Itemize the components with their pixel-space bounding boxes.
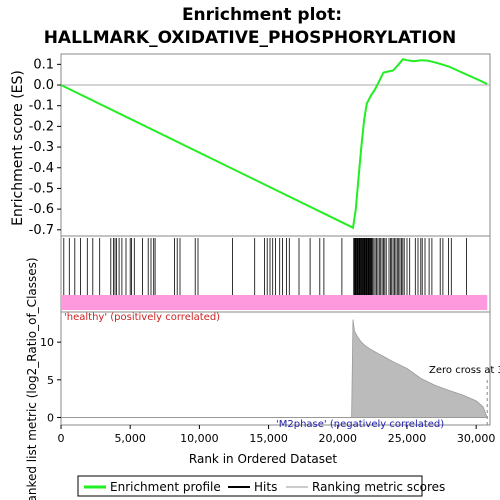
metric-layer <box>61 319 488 425</box>
es-y-tick-label: -0.5 <box>29 181 54 196</box>
es-y-tick-label: -0.6 <box>29 202 54 217</box>
legend-label-profile: Enrichment profile <box>110 480 221 494</box>
es-y-tick-label: 0.1 <box>33 57 54 72</box>
es-y-tick-label: -0.4 <box>29 161 54 176</box>
x-tick-label: 0 <box>58 432 65 445</box>
x-tick-label: 25,000 <box>388 432 427 445</box>
legend-label-metric: Ranking metric scores <box>312 480 445 494</box>
metric-y-tick-label: 5 <box>47 374 54 387</box>
metric-y-tick-label: 0 <box>47 411 54 424</box>
metric-y-axis-label: Ranked list metric (log2_Ratio_of_Classe… <box>25 257 39 500</box>
positive-class-label: 'healthy' (positively correlated) <box>64 312 220 323</box>
x-axis-ticks: 0 5,000 10,000 15,000 20,000 25,000 30,000 <box>58 425 496 445</box>
zero-cross-label: Zero cross at 3 <box>429 365 500 376</box>
metric-y-tick-label: 10 <box>40 336 54 349</box>
es-y-tick-label: 0.0 <box>33 78 54 93</box>
x-tick-label: 30,000 <box>457 432 496 445</box>
chart-title-line1: Enrichment plot: <box>182 5 342 25</box>
x-tick-label: 15,000 <box>249 432 288 445</box>
es-panel <box>60 53 491 237</box>
hits-layer <box>61 238 488 310</box>
es-layer <box>60 58 490 230</box>
x-tick-label: 20,000 <box>319 432 358 445</box>
ranked-metric-area <box>61 319 488 418</box>
es-y-tick-label: -0.1 <box>29 99 54 114</box>
x-tick-label: 5,000 <box>114 432 146 445</box>
es-y-tick-label: -0.7 <box>29 223 54 238</box>
metric-y-ticks: 0 5 10 <box>40 336 61 424</box>
pink-correlation-band <box>61 295 488 310</box>
es-y-ticks: 0.1 0.0 -0.1 -0.2 -0.3 -0.4 -0.5 -0.6 -0.7 <box>29 57 61 238</box>
legend-label-hits: Hits <box>254 480 277 494</box>
chart-title-line2: HALLMARK_OXIDATIVE_PHOSPHORYLATION <box>44 28 457 48</box>
es-y-axis-label: Enrichment score (ES) <box>10 70 26 226</box>
enrichment-profile-line <box>60 58 488 230</box>
negative-class-label: 'M2phase' (negatively correlated) <box>276 419 444 430</box>
es-y-tick-label: -0.3 <box>29 140 54 155</box>
legend: Enrichment profile Hits Ranking metric s… <box>77 475 445 497</box>
x-axis-label: Rank in Ordered Dataset <box>189 452 337 466</box>
es-y-tick-label: -0.2 <box>29 119 54 134</box>
x-tick-label: 10,000 <box>180 432 219 445</box>
